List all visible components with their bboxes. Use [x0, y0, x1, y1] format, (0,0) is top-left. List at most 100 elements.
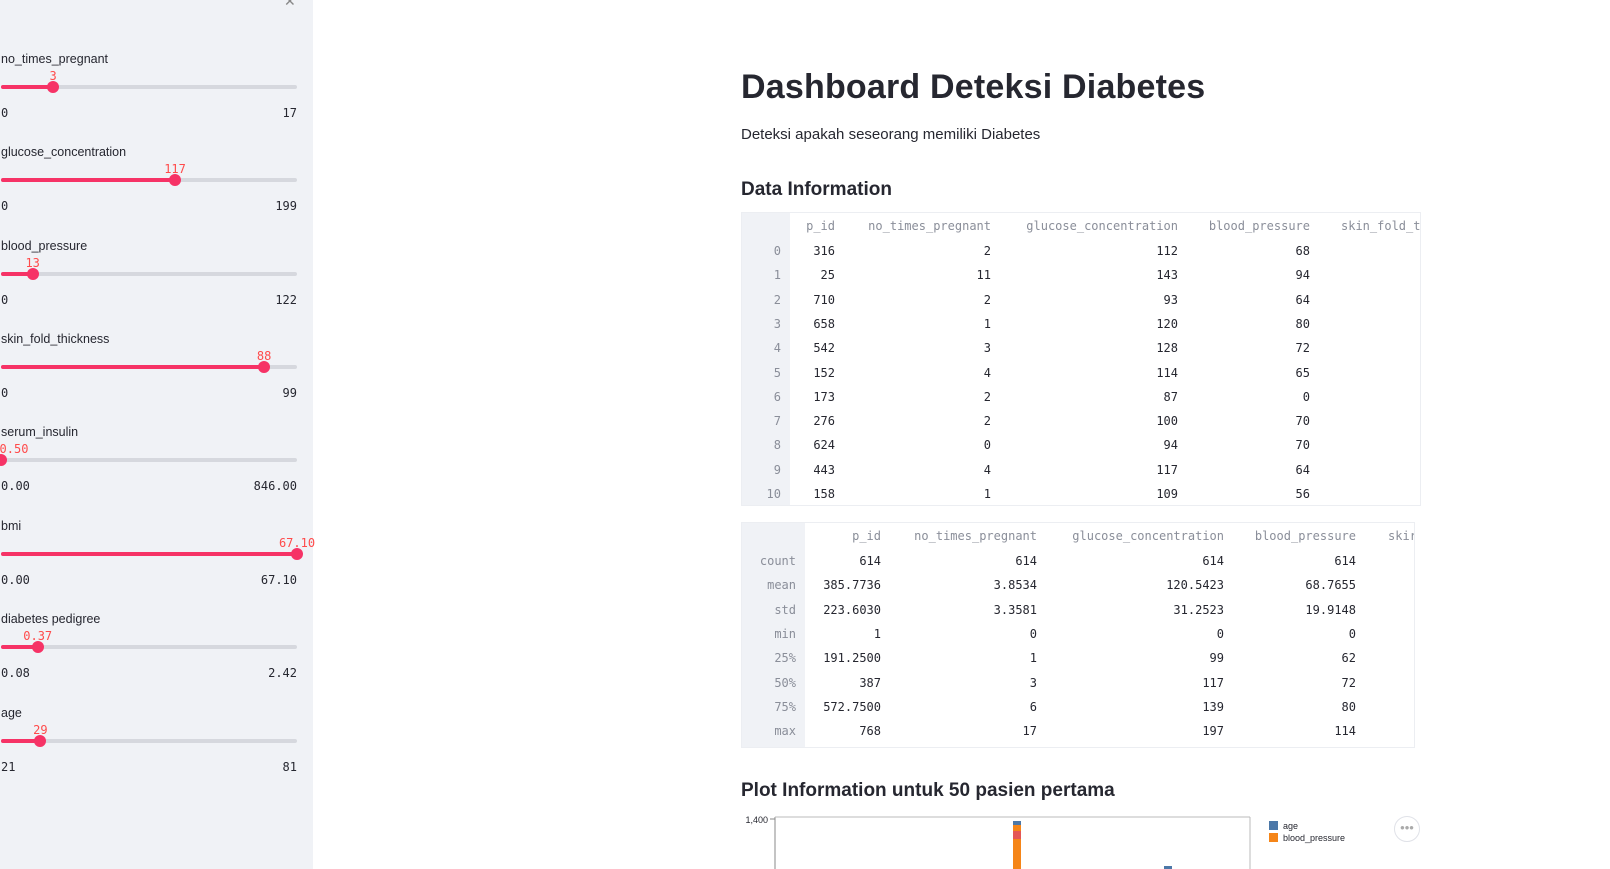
column-header[interactable]: p_id: [852, 529, 881, 543]
table-cell[interactable]: 25: [820, 268, 835, 283]
table-cell[interactable]: 3: [983, 341, 991, 356]
table-cell[interactable]: 768: [859, 724, 881, 739]
table-cell[interactable]: 624: [813, 438, 835, 453]
table-cell[interactable]: 70: [1295, 414, 1310, 429]
table-cell[interactable]: 99: [1209, 651, 1224, 666]
table-cell[interactable]: 31.2523: [1173, 602, 1224, 617]
table-cell[interactable]: 197: [1202, 724, 1224, 739]
slider-thumb[interactable]: [47, 81, 60, 93]
table-cell[interactable]: 3: [1029, 675, 1037, 690]
slider-track[interactable]: [1, 548, 303, 560]
slider-skin-fold-thickness[interactable]: skin_fold_thickness 88 0 99: [0, 332, 300, 412]
table-cell[interactable]: 109: [1156, 487, 1178, 501]
table-cell[interactable]: 1: [983, 316, 991, 331]
table-cell[interactable]: 100: [1156, 414, 1178, 429]
table-cell[interactable]: 93: [1163, 292, 1178, 307]
table-cell[interactable]: 152: [813, 365, 835, 380]
table-cell[interactable]: 56: [1295, 487, 1310, 501]
table-cell[interactable]: 94: [1163, 438, 1178, 453]
column-header[interactable]: blood_pressure: [1208, 219, 1310, 233]
column-header[interactable]: no_times_pregnant: [914, 529, 1037, 543]
slider-track[interactable]: [1, 174, 297, 186]
table-cell[interactable]: 62: [1341, 651, 1356, 666]
table-cell[interactable]: 223.6030: [823, 602, 881, 617]
describe-table[interactable]: p_id no_times_pregnant glucose_concentrati…: [741, 522, 1415, 748]
table-cell[interactable]: 120: [1156, 316, 1178, 331]
table-cell[interactable]: 614: [1202, 554, 1224, 568]
table-cell[interactable]: 0: [1029, 626, 1037, 641]
more-options-icon[interactable]: •••: [1394, 816, 1420, 842]
table-cell[interactable]: 3.8534: [993, 578, 1037, 593]
table-cell[interactable]: 72: [1295, 341, 1310, 356]
table-cell[interactable]: 1: [983, 487, 991, 501]
table-cell[interactable]: 19.9148: [1305, 602, 1356, 617]
table-cell[interactable]: 710: [813, 292, 835, 307]
slider-thumb[interactable]: [258, 361, 271, 373]
table-cell[interactable]: 68.7655: [1305, 578, 1356, 593]
slider-age[interactable]: age 29 21 81: [0, 706, 300, 786]
slider-thumb[interactable]: [0, 454, 8, 466]
column-header[interactable]: p_id: [806, 219, 835, 233]
table-cell[interactable]: 114: [1334, 724, 1356, 739]
table-cell[interactable]: 64: [1295, 462, 1310, 477]
table-cell[interactable]: 614: [1334, 554, 1356, 568]
column-header[interactable]: blood_pressure: [1254, 529, 1356, 543]
bar-chart[interactable]: 1,400 age blood_pressure: [738, 811, 1418, 869]
table-cell[interactable]: 80: [1341, 699, 1356, 714]
slider-track[interactable]: [1, 361, 297, 373]
slider-track[interactable]: [1, 81, 297, 93]
table-cell[interactable]: 614: [859, 554, 881, 568]
table-cell[interactable]: 2: [983, 414, 991, 429]
table-cell[interactable]: 1: [873, 626, 881, 641]
slider-track[interactable]: [1, 268, 297, 280]
table-cell[interactable]: 0: [983, 438, 991, 453]
slider-thumb[interactable]: [291, 548, 303, 560]
table-cell[interactable]: 2: [983, 292, 991, 307]
column-header[interactable]: no_times_pregnant: [868, 219, 991, 233]
table-cell[interactable]: 120.5423: [1166, 578, 1224, 593]
table-cell[interactable]: 443: [813, 462, 835, 477]
table-cell[interactable]: 572.7500: [823, 699, 881, 714]
table-cell[interactable]: 70: [1295, 438, 1310, 453]
table-cell[interactable]: 6: [1029, 699, 1037, 714]
data-table[interactable]: p_id no_times_pregnant glucose_concentrati…: [741, 212, 1421, 506]
table-cell[interactable]: 17: [1022, 724, 1037, 739]
table-cell[interactable]: 94: [1295, 268, 1310, 283]
column-header[interactable]: glucose_concentration: [1026, 219, 1178, 233]
column-header[interactable]: glucose_concentration: [1072, 529, 1224, 543]
slider-no-times-pregnant[interactable]: no_times_pregnant 3 0 17: [0, 52, 300, 132]
table-cell[interactable]: 614: [1015, 554, 1037, 568]
slider-thumb[interactable]: [26, 268, 39, 280]
table-cell[interactable]: 117: [1202, 675, 1224, 690]
slider-blood-pressure[interactable]: blood_pressure 13 0 122: [0, 239, 300, 319]
table-cell[interactable]: 0: [1216, 626, 1224, 641]
slider-track[interactable]: [1, 735, 297, 747]
table-cell[interactable]: 2: [983, 244, 991, 258]
table-cell[interactable]: 1: [1029, 651, 1037, 666]
slider-bmi[interactable]: bmi 67.10 0.00 67.10: [0, 519, 315, 599]
table-cell[interactable]: 385.7736: [823, 578, 881, 593]
slider-serum-insulin[interactable]: serum_insulin 0.50 0.00 846.00: [0, 425, 300, 505]
table-cell[interactable]: 11: [976, 268, 991, 283]
table-cell[interactable]: 4: [983, 462, 991, 477]
table-cell[interactable]: 114: [1156, 365, 1178, 380]
table-cell[interactable]: 143: [1156, 268, 1178, 283]
table-cell[interactable]: 2: [983, 389, 991, 404]
table-cell[interactable]: 65: [1295, 365, 1310, 380]
table-cell[interactable]: 387: [859, 675, 881, 690]
table-cell[interactable]: 139: [1202, 699, 1224, 714]
slider-track[interactable]: [1, 641, 297, 653]
table-cell[interactable]: 3.3581: [993, 602, 1037, 617]
table-cell[interactable]: 72: [1341, 675, 1356, 690]
table-cell[interactable]: 191.2500: [823, 651, 881, 666]
table-cell[interactable]: 64: [1295, 292, 1310, 307]
slider-thumb[interactable]: [31, 641, 44, 653]
table-cell[interactable]: 658: [813, 316, 835, 331]
table-cell[interactable]: 87: [1163, 389, 1178, 404]
table-cell[interactable]: 68: [1295, 244, 1310, 258]
table-cell[interactable]: 117: [1156, 462, 1178, 477]
slider-thumb[interactable]: [34, 735, 47, 747]
table-cell[interactable]: 128: [1156, 341, 1178, 356]
close-icon[interactable]: ✕: [284, 0, 296, 9]
table-cell[interactable]: 80: [1295, 316, 1310, 331]
